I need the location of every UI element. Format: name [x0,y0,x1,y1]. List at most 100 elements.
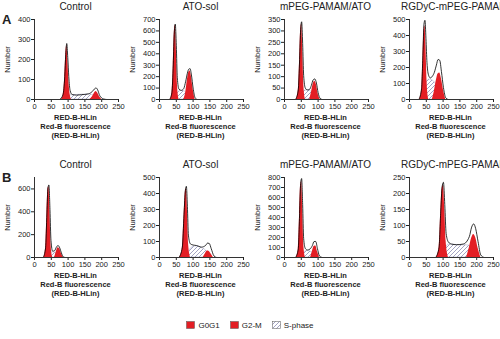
svg-text:150: 150 [454,260,467,269]
svg-text:100: 100 [393,221,406,230]
svg-text:0: 0 [276,253,280,262]
svg-text:400: 400 [268,213,281,222]
svg-text:150: 150 [329,260,342,269]
svg-text:300: 300 [268,26,281,35]
svg-text:400: 400 [393,31,406,40]
svg-text:50: 50 [272,83,280,92]
svg-text:200: 200 [95,102,108,111]
svg-text:Number: Number [128,204,137,231]
svg-text:200: 200 [18,230,31,239]
svg-text:250: 250 [362,260,375,269]
svg-text:300: 300 [393,47,406,56]
svg-text:Number: Number [378,46,387,73]
svg-text:Number: Number [3,204,12,231]
svg-text:300: 300 [18,35,31,44]
svg-text:0: 0 [282,102,286,111]
svg-text:200: 200 [18,55,31,64]
svg-text:300: 300 [143,61,156,70]
svg-text:0: 0 [157,260,161,269]
svg-text:0: 0 [157,102,161,111]
svg-text:200: 200 [268,49,281,58]
svg-text:250: 250 [112,260,125,269]
svg-text:250: 250 [112,102,125,111]
svg-text:200: 200 [95,260,108,269]
svg-text:50: 50 [422,260,430,269]
svg-text:250: 250 [268,38,281,47]
svg-text:50: 50 [397,237,405,246]
svg-text:150: 150 [79,260,92,269]
svg-text:0: 0 [401,95,405,104]
svg-text:100: 100 [143,237,156,246]
svg-text:700: 700 [143,15,156,24]
svg-text:200: 200 [345,102,358,111]
svg-text:200: 200 [143,221,156,230]
svg-text:Number: Number [128,46,137,73]
svg-text:700: 700 [268,183,281,192]
svg-text:150: 150 [454,102,467,111]
svg-text:Number: Number [3,46,12,73]
svg-text:0: 0 [282,260,286,269]
svg-text:50: 50 [172,102,180,111]
svg-text:500: 500 [393,15,406,24]
svg-text:400: 400 [18,207,31,216]
svg-text:Number: Number [253,46,262,73]
svg-text:200: 200 [268,233,281,242]
svg-text:200: 200 [470,260,483,269]
svg-text:800: 800 [268,173,281,182]
svg-text:0: 0 [26,95,30,104]
svg-text:150: 150 [393,205,406,214]
svg-text:200: 200 [393,63,406,72]
svg-text:300: 300 [143,205,156,214]
svg-text:Number: Number [253,204,262,231]
svg-text:0: 0 [151,95,155,104]
svg-text:100: 100 [268,243,281,252]
svg-text:100: 100 [437,102,450,111]
svg-text:150: 150 [79,102,92,111]
svg-text:250: 250 [487,260,500,269]
svg-text:200: 200 [470,102,483,111]
svg-text:100: 100 [62,102,75,111]
svg-text:Number: Number [378,204,387,231]
svg-text:400: 400 [143,49,156,58]
svg-text:100: 100 [312,102,325,111]
svg-text:500: 500 [143,38,156,47]
svg-text:250: 250 [237,102,250,111]
svg-text:100: 100 [268,72,281,81]
svg-text:250: 250 [393,173,406,182]
svg-text:200: 200 [220,102,233,111]
svg-text:150: 150 [268,61,281,70]
svg-text:200: 200 [220,260,233,269]
svg-text:100: 100 [187,260,200,269]
svg-text:50: 50 [47,102,55,111]
svg-text:100: 100 [62,260,75,269]
svg-text:150: 150 [329,102,342,111]
svg-text:250: 250 [362,102,375,111]
svg-text:100: 100 [18,75,31,84]
svg-text:350: 350 [268,15,281,24]
svg-text:600: 600 [143,26,156,35]
svg-text:0: 0 [401,253,405,262]
svg-text:600: 600 [268,193,281,202]
svg-text:200: 200 [143,72,156,81]
svg-text:0: 0 [26,253,30,262]
svg-text:0: 0 [151,253,155,262]
svg-text:100: 100 [187,102,200,111]
svg-text:300: 300 [268,223,281,232]
svg-text:100: 100 [393,79,406,88]
svg-text:0: 0 [407,260,411,269]
svg-text:100: 100 [437,260,450,269]
svg-text:50: 50 [172,260,180,269]
svg-text:400: 400 [18,15,31,24]
svg-text:100: 100 [143,83,156,92]
svg-text:50: 50 [422,102,430,111]
svg-text:250: 250 [487,102,500,111]
svg-text:500: 500 [268,203,281,212]
svg-text:250: 250 [237,260,250,269]
svg-text:600: 600 [18,184,31,193]
svg-text:150: 150 [204,102,217,111]
svg-text:150: 150 [204,260,217,269]
svg-text:100: 100 [312,260,325,269]
svg-text:50: 50 [297,102,305,111]
svg-text:0: 0 [276,95,280,104]
svg-text:200: 200 [393,189,406,198]
